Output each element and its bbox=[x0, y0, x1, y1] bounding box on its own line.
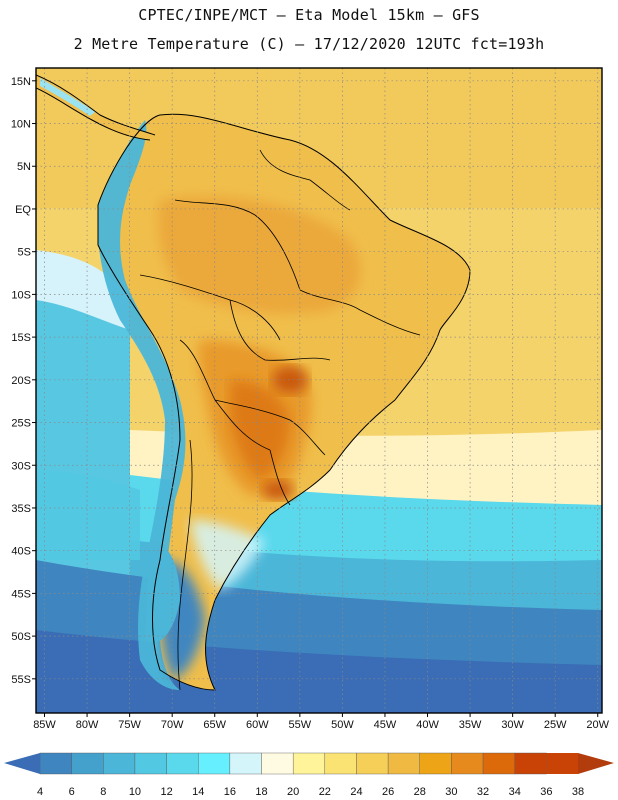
colorbar-cell bbox=[134, 752, 167, 775]
lat-label: 40S bbox=[11, 546, 31, 558]
colorbar-label: 6 bbox=[69, 786, 75, 798]
lat-label: 50S bbox=[11, 631, 31, 643]
colorbar-label: 12 bbox=[160, 786, 172, 798]
colorbar-cell bbox=[39, 752, 72, 775]
temperature-colorbar: 4 6 8 10 12 14 16 18 20 22 24 26 28 30 32 34 36 38 bbox=[4, 752, 614, 798]
lat-label: 10N bbox=[11, 119, 31, 131]
lon-label: 40W bbox=[416, 719, 439, 731]
colorbar-label: 8 bbox=[100, 786, 106, 798]
lon-label: 35W bbox=[459, 719, 482, 731]
colorbar-label: 14 bbox=[192, 786, 204, 798]
colorbar-label: 4 bbox=[37, 786, 43, 798]
colorbar-label: 26 bbox=[382, 786, 394, 798]
map-subtitle: 2 Metre Temperature (C) — 17/12/2020 12U… bbox=[73, 35, 545, 53]
colorbar-label: 32 bbox=[477, 786, 489, 798]
colorbar-label: 10 bbox=[129, 786, 141, 798]
lon-label: 85W bbox=[33, 719, 56, 731]
lat-label: 30S bbox=[11, 460, 31, 472]
country-borders bbox=[139, 149, 421, 691]
colorbar-label: 38 bbox=[572, 786, 584, 798]
colorbar-cell bbox=[229, 752, 262, 775]
lon-label: 75W bbox=[118, 719, 141, 731]
colorbar-cell bbox=[387, 752, 420, 775]
colorbar-cell bbox=[166, 752, 199, 775]
lat-label: EQ bbox=[15, 204, 31, 216]
lon-label: 30W bbox=[501, 719, 524, 731]
lat-label: 5S bbox=[18, 247, 31, 259]
colorbar-low-arrow bbox=[4, 753, 40, 774]
colorbar-cell bbox=[198, 752, 231, 775]
map-title: CPTEC/INPE/MCT — Eta Model 15km — GFS bbox=[138, 6, 480, 24]
colorbar-label: 24 bbox=[350, 786, 362, 798]
lat-label: 10S bbox=[11, 289, 31, 301]
colorbar-label: 34 bbox=[509, 786, 521, 798]
south-america-land bbox=[97, 114, 470, 691]
colorbar-cell bbox=[261, 752, 294, 775]
lat-label: 25S bbox=[11, 418, 31, 430]
lon-label: 65W bbox=[203, 719, 226, 731]
lon-label: 50W bbox=[331, 719, 354, 731]
colorbar-cell bbox=[324, 752, 357, 775]
lat-label: 20S bbox=[11, 375, 31, 387]
map-frame bbox=[35, 67, 603, 714]
colorbar-label: 18 bbox=[255, 786, 267, 798]
colorbar-cell bbox=[356, 752, 389, 775]
lon-label: 55W bbox=[289, 719, 312, 731]
latitude-labels: 15N 10N 5N EQ 5S 10S 15S 20S 25S 30S 35S 40S 45S 50S 5… bbox=[11, 76, 32, 686]
lat-label: 45S bbox=[11, 588, 31, 600]
colorbar-label: 16 bbox=[224, 786, 236, 798]
colorbar-label: 22 bbox=[319, 786, 331, 798]
temperature-map: 15N 10N 5N EQ 5S 10S 15S 20S 25S 30S 35S 40S 45S 50S 5… bbox=[11, 67, 610, 731]
colorbar-cell bbox=[546, 753, 578, 774]
lon-label: 20W bbox=[586, 719, 609, 731]
colorbar-cell bbox=[514, 752, 547, 775]
lon-label: 45W bbox=[374, 719, 397, 731]
colorbar-cell bbox=[451, 752, 484, 775]
lon-label: 25W bbox=[544, 719, 567, 731]
lon-label: 70W bbox=[161, 719, 184, 731]
lat-label: 35S bbox=[11, 503, 31, 515]
colorbar-label: 36 bbox=[540, 786, 552, 798]
lat-label: 5N bbox=[17, 161, 31, 173]
colorbar-label: 20 bbox=[287, 786, 299, 798]
colorbar-cell bbox=[103, 752, 136, 775]
lat-label: 15S bbox=[11, 332, 31, 344]
colorbar-cell bbox=[292, 752, 326, 775]
lon-label: 80W bbox=[76, 719, 99, 731]
lat-label: 15N bbox=[11, 76, 31, 88]
colorbar-label: 28 bbox=[414, 786, 426, 798]
colorbar-label: 30 bbox=[445, 786, 457, 798]
longitude-labels: 85W 80W 75W 70W 65W 60W 55W 50W 45W 40W 35W 30W 25W 2… bbox=[33, 719, 609, 731]
colorbar-cell bbox=[482, 752, 515, 775]
temperature-field bbox=[36, 68, 602, 713]
lat-label: 55S bbox=[11, 674, 31, 686]
lon-label: 60W bbox=[246, 719, 269, 731]
colorbar-cell bbox=[71, 752, 104, 775]
colorbar-cell bbox=[419, 752, 452, 775]
coastlines bbox=[36, 74, 471, 691]
colorbar-high-arrow bbox=[578, 753, 614, 774]
